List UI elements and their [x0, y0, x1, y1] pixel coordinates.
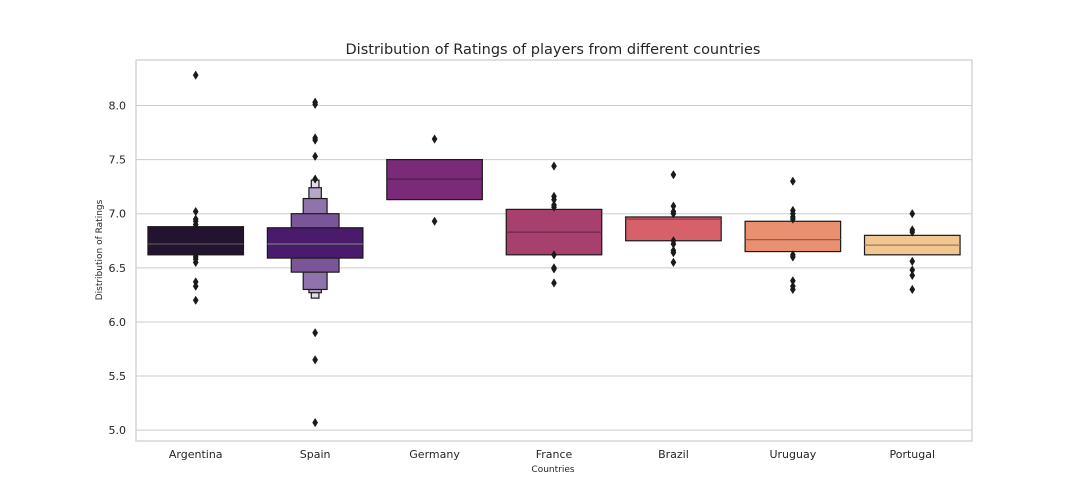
- x-tick-label: Uruguay: [769, 448, 816, 461]
- flier-point: [909, 270, 916, 281]
- flier-point: [670, 257, 677, 268]
- flier-point: [431, 216, 438, 226]
- boxen-box: [266, 227, 364, 259]
- flier-point: [670, 170, 677, 180]
- y-tick-label: 5.5: [109, 370, 127, 383]
- y-tick-label: 7.0: [109, 208, 127, 221]
- y-tick-label: 6.0: [109, 316, 127, 329]
- flier-point: [670, 209, 677, 219]
- boxen-group-germany: [386, 158, 483, 201]
- y-tick-label: 5.0: [109, 424, 127, 437]
- flier-point: [312, 417, 319, 428]
- flier-point: [909, 227, 916, 237]
- x-tick-label: France: [536, 448, 573, 461]
- x-tick-label: Spain: [300, 448, 331, 461]
- boxen-groups: [147, 158, 961, 299]
- boxen-group-uruguay: [744, 220, 842, 253]
- boxen-group-portugal: [863, 234, 961, 256]
- plot-frame: [135, 59, 973, 442]
- flier-point: [551, 202, 557, 212]
- flier-point: [431, 134, 438, 144]
- y-tick-label: 7.5: [109, 154, 127, 167]
- flier-point: [192, 222, 199, 232]
- y-tick-labels: 5.0 5.5 6.0 6.5 7.0 7.5 8.0: [109, 99, 127, 437]
- flier-point: [789, 252, 796, 262]
- x-tick-labels: Argentina Spain Germany France Brazil Uruguay…: [169, 448, 935, 461]
- boxen-group-argentina: [147, 226, 245, 256]
- flier-point: [192, 281, 199, 291]
- boxen-group-france: [505, 208, 603, 256]
- flier-point: [312, 355, 319, 365]
- y-tick-label: 8.0: [109, 99, 127, 112]
- y-tick-label: 6.5: [109, 262, 127, 275]
- flier-point: [192, 70, 199, 80]
- boxen-box: [147, 226, 245, 256]
- flier-point: [312, 174, 319, 184]
- x-tick-label: Brazil: [658, 448, 689, 461]
- flier-point: [551, 278, 557, 288]
- flier-point: [909, 209, 916, 219]
- boxen-box: [744, 220, 842, 253]
- flier-point: [551, 161, 557, 171]
- boxen-group-spain: [266, 179, 364, 299]
- flier-point: [551, 264, 557, 274]
- flier-point: [312, 151, 319, 162]
- flier-point: [789, 214, 796, 224]
- x-tick-label: Germany: [409, 448, 460, 461]
- x-tick-label: Argentina: [169, 448, 223, 461]
- flier-point: [192, 295, 199, 305]
- x-axis-label: Countries: [531, 465, 574, 475]
- y-axis-label: Distribution of Ratings: [95, 199, 105, 300]
- chart-title: Distribution of Ratings of players from …: [346, 42, 761, 58]
- flier-point: [670, 247, 677, 258]
- flier-point: [312, 328, 319, 338]
- flier-point: [789, 284, 796, 295]
- flier-points: [192, 70, 916, 428]
- flier-point: [312, 99, 319, 110]
- flier-point: [551, 250, 557, 260]
- flier-point: [312, 135, 319, 145]
- flier-point: [789, 176, 796, 186]
- x-tick-label: Portugal: [890, 448, 936, 461]
- flier-point: [909, 284, 916, 295]
- flier-point: [192, 257, 199, 268]
- gridlines: [136, 104, 972, 431]
